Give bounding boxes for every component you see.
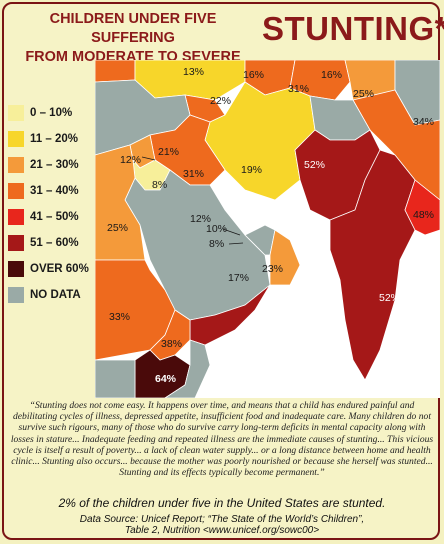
source-line-1: Data Source: Unicef Report; “The State o… <box>79 514 365 525</box>
leader-line <box>228 242 244 245</box>
legend-swatch <box>8 183 24 199</box>
legend-swatch <box>8 105 24 121</box>
legend-item: 41 – 50% <box>8 209 108 225</box>
label-oman: 23% <box>262 263 283 275</box>
stunting-map: 13% 16% 16% 22% 31% 25% 34% 12% 21% 31% … <box>95 60 440 398</box>
legend-item: 31 – 40% <box>8 183 108 199</box>
legend-item: 51 – 60% <box>8 235 108 251</box>
legend-swatch <box>8 157 24 173</box>
leader-line <box>222 228 241 236</box>
title-stunting: STUNTING* <box>262 10 444 47</box>
label-pakistan: 52% <box>304 159 325 171</box>
label-azerbaijan: 22% <box>210 95 231 107</box>
label-yemen: 52% <box>214 338 235 350</box>
poster-title: CHILDREN UNDER FIVE SUFFERING FROM MODER… <box>8 10 258 67</box>
label-bahrain: 10% <box>206 223 227 235</box>
label-egypt: 25% <box>107 222 128 234</box>
label-turkmen-a: 13% <box>183 66 204 78</box>
label-uzbek: 16% <box>243 69 264 81</box>
legend-swatch <box>8 235 24 251</box>
legend-label: 51 – 60% <box>30 237 79 249</box>
region-somalia-nodata <box>164 339 211 398</box>
region-india <box>329 149 416 381</box>
label-ethiopia: 64% <box>155 373 177 385</box>
legend-item: 0 – 10% <box>8 105 108 121</box>
label-syria: 21% <box>158 146 179 158</box>
legend-swatch <box>8 261 24 277</box>
leader-line <box>141 156 156 161</box>
legend-label: 0 – 10% <box>30 107 73 119</box>
legend-label: OVER 60% <box>30 263 89 275</box>
label-iraq: 31% <box>183 168 204 180</box>
legend-item: OVER 60% <box>8 261 108 277</box>
legend-label: 31 – 40% <box>30 185 79 197</box>
legend-item: 21 – 30% <box>8 157 108 173</box>
label-india: 52% <box>379 292 400 304</box>
legend-label: 11 – 20% <box>30 133 78 145</box>
label-uae: 17% <box>228 272 249 284</box>
legend-swatch <box>8 131 24 147</box>
label-lebanon: 12% <box>120 154 141 166</box>
stunting-quote: “Stunting does not come easy. It happens… <box>10 400 434 479</box>
label-kuwait: 12% <box>190 213 211 225</box>
legend-label: NO DATA <box>30 289 81 301</box>
region-far-north <box>95 60 136 83</box>
label-sudan: 33% <box>109 311 130 323</box>
region-south-nodata <box>95 359 136 398</box>
region-nepal-strip <box>352 89 440 201</box>
source-line-2: Table 2, Nutrition <www.unicef.org/sowc0… <box>124 525 320 536</box>
label-iran: 19% <box>241 164 262 176</box>
legend-item: 11 – 20% <box>8 131 108 147</box>
label-tajik: 31% <box>288 83 309 95</box>
legend-swatch <box>8 287 24 303</box>
legend-label: 41 – 50% <box>30 211 79 223</box>
label-jordan: 8% <box>152 179 167 191</box>
label-qatar: 8% <box>209 238 224 250</box>
legend-label: 21 – 30% <box>30 159 79 171</box>
map-svg: 13% 16% 16% 22% 31% 25% 34% 12% 21% 31% … <box>95 60 440 398</box>
label-nepal: 34% <box>413 116 434 128</box>
label-bangladesh: 48% <box>413 209 434 221</box>
label-kyrgyz: 16% <box>321 69 342 81</box>
legend-item: NO DATA <box>8 287 108 303</box>
label-china-w: 25% <box>353 88 374 100</box>
region-bangladesh <box>404 179 440 236</box>
us-stunting-note: 2% of the children under five in the Uni… <box>58 496 386 510</box>
label-eritrea: 38% <box>161 338 182 350</box>
data-source: Data Source: Unicef Report; “The State o… <box>8 514 436 536</box>
title-line-1: CHILDREN UNDER FIVE SUFFERING <box>49 11 217 46</box>
legend-swatch <box>8 209 24 225</box>
